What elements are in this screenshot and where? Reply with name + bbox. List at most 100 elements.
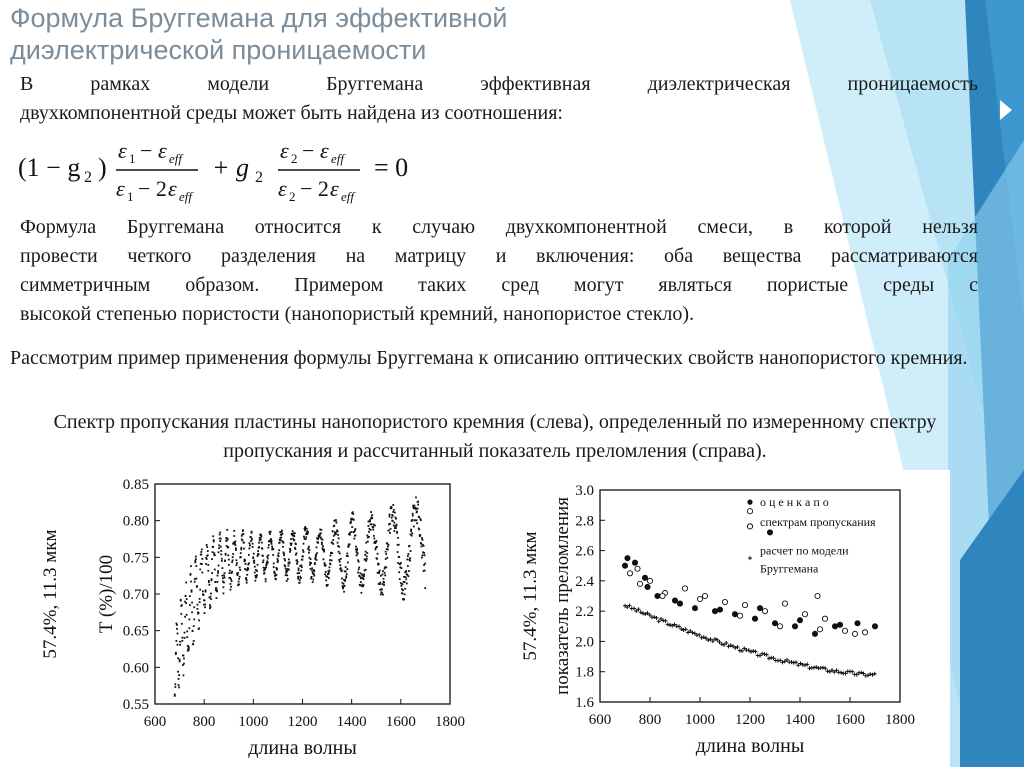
data-point [284, 565, 286, 568]
y-tick-label: 1.6 [575, 695, 594, 711]
estimate-point [636, 580, 644, 587]
play-arrow-icon [1000, 100, 1012, 120]
data-point [352, 513, 355, 515]
data-point [337, 550, 340, 553]
bruggeman-point [823, 666, 828, 671]
data-point [349, 531, 351, 534]
data-point [184, 615, 186, 618]
data-point [258, 546, 261, 548]
data-point [292, 532, 295, 535]
x-tick-label: 800 [193, 714, 216, 730]
data-point [411, 518, 414, 521]
data-point [263, 572, 266, 574]
data-point [225, 537, 228, 539]
estimate-point [736, 612, 744, 619]
data-point [296, 559, 298, 562]
estimate-point [676, 600, 684, 607]
bruggeman-point [722, 642, 726, 647]
formula-sub: 1 [129, 151, 136, 166]
data-point [329, 554, 332, 557]
data-point [240, 538, 243, 541]
data-point [229, 588, 232, 591]
estimate-point [671, 597, 679, 604]
data-point [262, 566, 265, 569]
data-point [242, 529, 244, 532]
data-point [398, 578, 401, 581]
data-point [386, 545, 389, 548]
data-point [245, 579, 248, 582]
data-point [312, 569, 315, 571]
bruggeman-point [681, 627, 686, 632]
data-point [223, 574, 225, 577]
caption-paragraph: Спектр пропускания пластины нанопористог… [53, 411, 937, 462]
data-point [203, 612, 206, 614]
data-point [372, 525, 375, 528]
data-point [193, 578, 196, 580]
y-tick-label: 2.4 [575, 574, 594, 590]
data-point [267, 544, 270, 546]
bruggeman-point [672, 622, 677, 627]
y-tick-label: 0.70 [123, 587, 149, 603]
data-point [176, 632, 179, 635]
data-point [403, 593, 406, 596]
data-point [419, 534, 422, 537]
data-point [324, 573, 327, 576]
intro-line-2: двухкомпонентной среды может быть найден… [20, 102, 563, 124]
y-tick-label: 0.85 [123, 477, 149, 493]
data-point [393, 527, 396, 529]
data-point [246, 573, 249, 576]
data-point [418, 515, 421, 518]
data-point [336, 530, 339, 533]
y-tick-label: 2.2 [575, 604, 594, 620]
estimate-point [659, 592, 666, 600]
data-point [360, 573, 363, 576]
data-point [220, 553, 223, 556]
data-point [417, 500, 420, 503]
data-point [284, 559, 286, 562]
bruggeman-point [746, 648, 751, 653]
data-point [323, 548, 325, 551]
data-point [293, 546, 296, 549]
data-point [180, 604, 183, 607]
bruggeman-point [814, 665, 819, 670]
bruggeman-point [715, 637, 720, 642]
data-point [176, 643, 179, 646]
y-tick-label: 2.0 [575, 634, 594, 650]
data-point [289, 550, 291, 553]
data-point [322, 545, 324, 548]
data-point [247, 563, 250, 566]
data-point [325, 575, 328, 578]
bruggeman-point [825, 669, 830, 674]
bruggeman-point [796, 663, 801, 668]
data-point [273, 572, 276, 575]
data-point [395, 517, 397, 520]
data-point [413, 519, 416, 522]
data-point [193, 606, 196, 609]
bruggeman-point [782, 659, 787, 664]
y-axis-prefix: 57.4%, 11.3 мкм [520, 531, 541, 660]
data-point [243, 541, 245, 544]
data-point [245, 576, 248, 579]
data-point [310, 562, 312, 564]
data-point [386, 556, 389, 559]
data-point [256, 574, 258, 577]
data-point [241, 533, 244, 536]
data-point [328, 571, 330, 574]
data-point [280, 530, 283, 533]
data-point [238, 583, 241, 586]
data-point [330, 559, 333, 562]
data-point [186, 649, 189, 652]
data-point [230, 572, 233, 574]
x-axis-label: длина волны [248, 737, 357, 759]
data-point [177, 677, 180, 680]
data-point [321, 547, 324, 550]
data-point [375, 540, 378, 542]
data-point [384, 566, 387, 569]
data-point [354, 534, 357, 537]
data-point [231, 561, 233, 564]
data-point [293, 535, 296, 538]
data-point [364, 568, 367, 571]
data-point [296, 561, 299, 563]
data-point [296, 562, 298, 565]
data-point [226, 537, 229, 540]
